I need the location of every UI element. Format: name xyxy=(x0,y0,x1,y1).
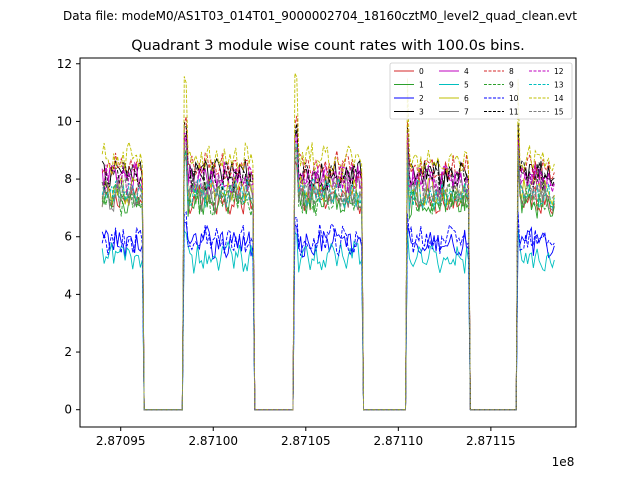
series-line-9 xyxy=(101,152,555,411)
legend-label: 9 xyxy=(509,81,514,90)
legend-label: 11 xyxy=(509,108,519,117)
legend-label: 14 xyxy=(554,94,564,103)
axes-frame xyxy=(79,57,577,428)
y-tick-label: 10 xyxy=(57,114,72,128)
legend-label: 12 xyxy=(554,67,564,76)
series-line-1 xyxy=(101,148,555,411)
y-axis: 0 2 4 6 8 10 12 xyxy=(57,57,80,417)
legend-label: 5 xyxy=(464,81,469,90)
x-axis-offset-label: 1e8 xyxy=(552,455,575,469)
series-line-3 xyxy=(101,130,555,411)
legend-label: 4 xyxy=(464,67,469,76)
series-line-13 xyxy=(101,144,555,411)
x-tick-label: 2.87100 xyxy=(188,434,238,448)
series-line-0 xyxy=(101,154,555,411)
legend-label: 15 xyxy=(554,108,564,117)
legend-label: 7 xyxy=(464,108,469,117)
legend-label: 3 xyxy=(419,108,424,117)
legend-label: 8 xyxy=(509,67,514,76)
legend-label: 10 xyxy=(509,94,519,103)
y-tick-label: 12 xyxy=(57,57,72,71)
x-tick-label: 2.87115 xyxy=(466,434,516,448)
plot-lines xyxy=(101,73,555,411)
y-tick-label: 4 xyxy=(64,287,72,301)
series-line-5 xyxy=(101,228,555,411)
legend-label: 13 xyxy=(554,81,564,90)
y-tick-label: 6 xyxy=(64,230,72,244)
legend-label: 1 xyxy=(419,81,424,90)
series-line-6 xyxy=(101,145,555,411)
x-tick-label: 2.87095 xyxy=(96,434,146,448)
series-line-11 xyxy=(101,122,555,411)
series-line-12 xyxy=(102,131,555,411)
x-tick-label: 2.87105 xyxy=(281,434,331,448)
figure-suptitle: Data file: modeM0/AS1T03_014T01_90000027… xyxy=(63,9,577,23)
series-line-14 xyxy=(101,73,555,411)
chart-title: Quadrant 3 module wise count rates with … xyxy=(131,38,525,54)
y-tick-label: 2 xyxy=(64,345,72,359)
legend-label: 6 xyxy=(464,94,469,103)
y-tick-label: 8 xyxy=(64,172,72,186)
legend-label: 2 xyxy=(419,94,424,103)
legend-label: 0 xyxy=(419,67,424,76)
series-line-2 xyxy=(101,221,555,411)
y-tick-label: 0 xyxy=(64,403,72,417)
x-axis: 2.87095 2.87100 2.87105 2.87110 2.87115 xyxy=(96,427,516,448)
legend-box xyxy=(389,62,573,120)
x-tick-label: 2.87110 xyxy=(374,434,424,448)
series-line-10 xyxy=(101,210,555,411)
